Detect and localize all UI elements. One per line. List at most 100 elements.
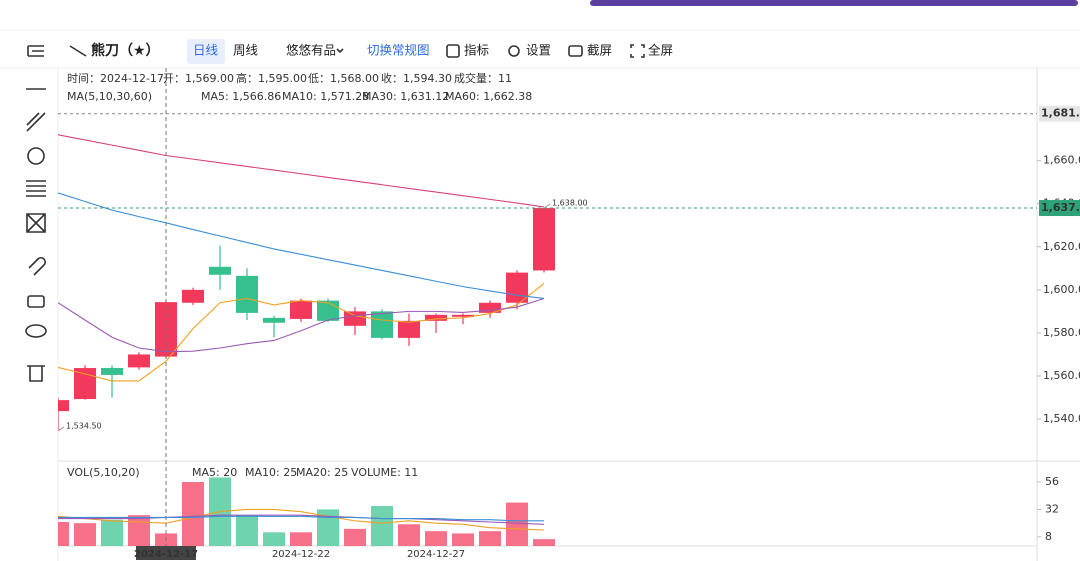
candle-body (74, 368, 96, 400)
y-tick-label: 56 (1045, 475, 1059, 488)
volume-bar (182, 482, 204, 546)
y-tick-label: 32 (1045, 502, 1059, 515)
candle-body (506, 272, 528, 303)
ma-line (58, 297, 545, 353)
x-tick-label: 2024-12-22 (272, 549, 330, 560)
info-text: 时间：2024-12-17 (67, 72, 164, 85)
legend-entry: MA5: 20 (192, 466, 237, 479)
tab[interactable]: 日线 (193, 43, 219, 58)
volume-bar (290, 532, 312, 546)
candle-body (58, 400, 69, 412)
legend-entry: MA10: 25 (245, 466, 297, 479)
icon (568, 45, 583, 57)
annotation-leader (543, 203, 551, 209)
toolbar-button[interactable]: 截屏 (587, 43, 612, 58)
volume-bar (74, 523, 96, 546)
sidebar (25, 88, 47, 382)
candle-body (398, 320, 420, 338)
candle-body (452, 314, 474, 317)
volume-bar (128, 515, 150, 546)
chevron (336, 48, 344, 54)
volume-bar (317, 509, 339, 546)
y-tick-label: 1,580.00 (1043, 326, 1080, 339)
x-tick-label: 2024-12-17 (134, 549, 198, 560)
icon (630, 44, 645, 58)
y-tick-label: 1,600.00 (1043, 283, 1080, 296)
tool-icon[interactable] (25, 324, 47, 338)
volume-bar (452, 533, 474, 546)
tool-icon[interactable] (26, 180, 46, 197)
price-marker (1039, 105, 1080, 122)
icon (446, 44, 460, 58)
volume-bar (398, 524, 420, 546)
switch-button[interactable]: 切换常规图 (367, 43, 430, 58)
tool-icon[interactable] (27, 365, 45, 382)
candle-body (290, 300, 312, 319)
toolbar-button[interactable]: 指标 (464, 43, 489, 58)
candle-body (263, 317, 285, 323)
banner (590, 0, 1078, 6)
menu-icon[interactable] (27, 45, 44, 57)
plot (58, 134, 555, 546)
volume-bar (344, 528, 366, 546)
volume-bar (101, 519, 123, 546)
candle-body (209, 266, 231, 275)
tab[interactable]: 周线 (233, 43, 259, 58)
candle-body (425, 314, 447, 321)
info-text: 成交量：11 (454, 71, 512, 85)
price-marker (1039, 200, 1080, 217)
y-tick-label: 1,620.00 (1043, 240, 1080, 253)
volume-label: VOLUME: 11 (351, 466, 418, 479)
y-tick-label: 1,560.00 (1043, 369, 1080, 382)
tool-icon[interactable] (27, 147, 45, 165)
info-text: 开：1,569.00 (163, 72, 234, 85)
volume-bar (263, 532, 285, 546)
price-marker-label: 1,681.77 (1041, 107, 1080, 120)
volume-bar (425, 531, 447, 546)
indicator-label: VOL(5,10,20) (67, 466, 140, 479)
tool-icon[interactable] (28, 256, 47, 276)
volume-ma-line (58, 514, 545, 525)
info-text: 收：1,594.30 (381, 71, 452, 85)
ma-line (58, 282, 545, 382)
candle-body (182, 289, 204, 303)
volume-ma-line (58, 508, 545, 531)
tool-icon[interactable] (27, 295, 45, 308)
volume-bar (371, 506, 393, 546)
symbol-icon (69, 45, 87, 57)
y-tick-label: 8 (1045, 530, 1052, 543)
volume-bar (58, 522, 69, 546)
symbol: 熊刀（★） (91, 42, 160, 59)
tool-icon[interactable] (26, 213, 46, 233)
candle-body (479, 302, 501, 313)
info-text: 低：1,568.00 (308, 72, 379, 85)
candle-body (371, 311, 393, 338)
icon (508, 45, 520, 57)
indicator-label: MA(5,10,30,60) (67, 90, 152, 103)
volume-bar (506, 502, 528, 546)
tool-icon[interactable] (26, 112, 46, 132)
y-tick-label: 1,540.00 (1043, 412, 1080, 425)
annotation: 1,638.00 (552, 199, 588, 208)
candle-body (128, 354, 150, 368)
y-tick-label: 1,660.00 (1043, 154, 1080, 167)
tab-active (187, 39, 225, 64)
legend-entry: MA10: 1,571.28 (282, 90, 369, 103)
toolbar-button[interactable]: 设置 (526, 43, 551, 58)
legend-entry: MA30: 1,631.12 (362, 90, 449, 103)
volume-ma-line (58, 515, 544, 522)
annotation: 1,534.50 (66, 421, 102, 430)
legend-entry: MA20: 25 (296, 466, 348, 479)
dropdown[interactable]: 悠悠有品 (286, 43, 336, 58)
candle-body (236, 275, 258, 313)
legend-entry: MA60: 1,662.38 (445, 90, 532, 103)
volume-bar (479, 531, 501, 546)
info-text: 高：1,595.00 (236, 71, 307, 85)
candle-body (533, 208, 555, 271)
candle-body (344, 311, 366, 326)
volume-bar (533, 539, 555, 546)
candle-body (317, 300, 339, 321)
volume-bar (236, 515, 258, 546)
toolbar-button[interactable]: 全屏 (648, 43, 673, 58)
